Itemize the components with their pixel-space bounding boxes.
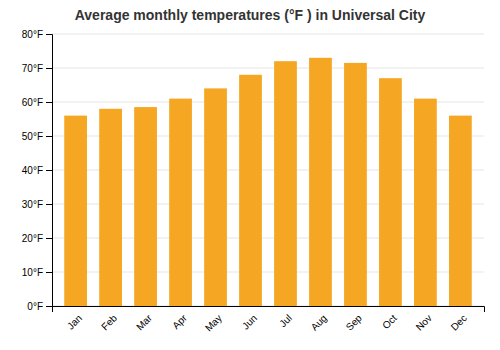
x-tick: May: [203, 312, 224, 333]
bar: [134, 107, 157, 306]
bars: [64, 58, 472, 306]
plot-area: 0°F 10°F 20°F 30°F 40°F 50°F 60°F 70°F 80°F Jan Fe…: [22, 29, 485, 334]
x-tick: Nov: [414, 312, 434, 332]
x-tick-label: Jun: [240, 312, 259, 331]
x-tick-label: Oct: [380, 312, 399, 331]
bar: [204, 88, 227, 306]
y-tick-label: 0°F: [27, 301, 43, 312]
y-tick-label: 70°F: [22, 63, 43, 74]
y-grid: [52, 34, 484, 306]
y-tick: 50°F: [22, 131, 52, 142]
y-tick: 10°F: [22, 267, 52, 278]
y-tick-mark: [46, 204, 52, 205]
y-tick-mark: [46, 306, 52, 307]
x-axis: Jan Feb Mar Apr May Jun Jul Aug Sep Oct Nov Dec: [53, 307, 485, 334]
y-tick-label: 50°F: [22, 131, 43, 142]
x-tick-label: Feb: [99, 312, 119, 332]
grid-line: [52, 68, 484, 69]
x-tick-label: Sep: [344, 312, 365, 333]
y-tick: 70°F: [22, 63, 52, 74]
y-tick: 0°F: [27, 301, 52, 312]
y-tick: 30°F: [22, 199, 52, 210]
x-axis-line: [53, 307, 485, 313]
y-tick: 80°F: [22, 29, 52, 40]
chart-container: Average monthly temperatures (°F ) in Un…: [0, 0, 500, 350]
y-tick-label: 10°F: [22, 267, 43, 278]
x-tick: Jun: [240, 312, 259, 331]
y-tick-mark: [46, 136, 52, 137]
bar: [449, 116, 472, 306]
y-tick-mark: [46, 34, 52, 35]
bar: [309, 58, 332, 306]
x-tick-label: Apr: [170, 312, 189, 331]
y-tick-mark: [46, 170, 52, 171]
x-tick: Oct: [380, 312, 399, 331]
bar: [379, 78, 402, 306]
chart-svg: Average monthly temperatures (°F ) in Un…: [0, 0, 500, 350]
x-tick: Sep: [344, 312, 365, 333]
y-axis: 0°F 10°F 20°F 30°F 40°F 50°F 60°F 70°F 80°F: [22, 29, 53, 312]
x-tick-label: Mar: [134, 312, 154, 332]
x-tick-label: Jan: [65, 312, 84, 331]
bar: [99, 109, 122, 306]
y-tick-mark: [46, 68, 52, 69]
bar: [344, 63, 367, 306]
y-tick-mark: [46, 238, 52, 239]
x-tick: Aug: [309, 312, 329, 332]
bar: [239, 75, 262, 306]
y-tick: 40°F: [22, 165, 52, 176]
x-tick: Mar: [134, 312, 154, 332]
y-tick-label: 30°F: [22, 199, 43, 210]
x-tick: Feb: [99, 312, 119, 332]
y-tick-mark: [46, 272, 52, 273]
x-tick: Apr: [170, 312, 189, 331]
chart-title: Average monthly temperatures (°F ) in Un…: [75, 7, 426, 23]
bar: [169, 99, 192, 306]
y-tick: 20°F: [22, 233, 52, 244]
y-tick-label: 80°F: [22, 29, 43, 40]
grid-line: [52, 34, 484, 35]
x-tick-label: Dec: [449, 312, 469, 332]
bar: [274, 61, 297, 306]
y-tick-label: 20°F: [22, 233, 43, 244]
y-tick-mark: [46, 102, 52, 103]
y-tick-label: 60°F: [22, 97, 43, 108]
y-tick: 60°F: [22, 97, 52, 108]
y-axis-line: [46, 35, 53, 307]
x-tick-label: May: [203, 312, 224, 333]
x-tick: Jul: [277, 312, 294, 329]
x-tick-label: Nov: [414, 312, 434, 332]
bar: [64, 116, 87, 306]
y-tick-label: 40°F: [22, 165, 43, 176]
x-tick-label: Aug: [309, 312, 329, 332]
x-tick: Jan: [65, 312, 84, 331]
bar: [414, 99, 437, 306]
x-tick: Dec: [449, 312, 469, 332]
x-tick-label: Jul: [277, 312, 294, 329]
